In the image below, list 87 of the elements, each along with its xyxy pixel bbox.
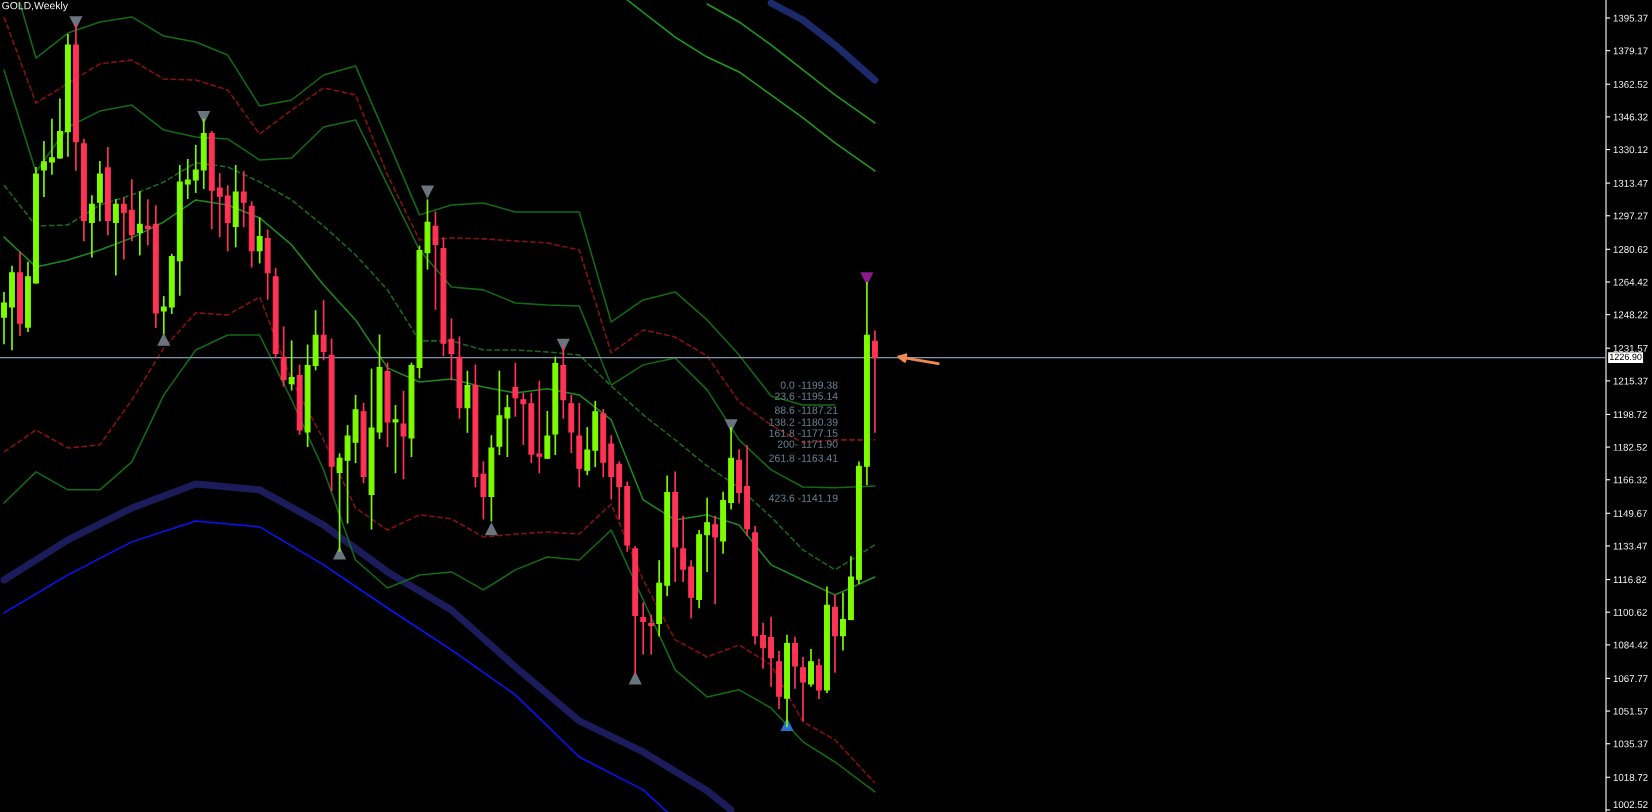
candlestick (160, 296, 167, 335)
y-tick-label: 1100.62 (1613, 608, 1647, 616)
y-tick-label: 1313.47 (1613, 179, 1648, 187)
candlestick (48, 118, 55, 175)
candlestick (616, 461, 623, 520)
candlestick (704, 497, 711, 572)
annotation: 0.0 -1199.38 (780, 381, 838, 389)
annotation: 23.6 -1195.14 (775, 392, 838, 400)
candlestick (320, 300, 327, 361)
candlestick (648, 614, 655, 655)
y-tick-label: 1002.52 (1613, 801, 1648, 809)
candlestick (871, 330, 878, 433)
candlestick (584, 427, 591, 476)
point (628, 671, 642, 685)
y-tick-label: 1166.32 (1613, 476, 1647, 484)
point (420, 185, 435, 199)
y-tick-label: 1149.67 (1613, 510, 1647, 517)
candlestick (712, 515, 719, 605)
y-tick-label: 1051.57 (1613, 707, 1648, 715)
y-tick-label: 1231.57 (1613, 344, 1648, 352)
candlestick (1, 292, 7, 345)
candlestick (640, 602, 647, 655)
annotation: 200- 1171.90 (777, 440, 838, 448)
y-tick-label: 1280.62 (1613, 246, 1648, 253)
candlestick (520, 392, 527, 445)
candlestick (544, 411, 551, 460)
y-tick-label: 1182.52 (1613, 443, 1647, 451)
candlestick (144, 199, 151, 246)
candlestick (432, 211, 439, 310)
point (484, 522, 498, 536)
annotation: 261.8 -1163.41 (769, 454, 838, 462)
candlestick (120, 197, 127, 260)
line-series (3, 520, 668, 812)
y-tick-label: 1346.32 (1613, 113, 1648, 121)
y-tick-label: 1067.77 (1613, 675, 1648, 683)
candlestick (88, 195, 95, 258)
candlestick (800, 656, 806, 722)
y-tick-label: 1264.42 (1613, 278, 1648, 286)
candlestick (184, 159, 191, 199)
candlestick (336, 453, 343, 552)
candlestick (504, 394, 511, 458)
candlestick (288, 340, 295, 391)
annotation: 423.6 -1141.19 (768, 494, 838, 502)
candlestick (536, 380, 543, 474)
y-tick-label: 1116.82 (1613, 576, 1647, 584)
point (332, 546, 347, 560)
y-tick-label: 1084.42 (1613, 641, 1648, 649)
candlestick (464, 370, 471, 433)
candlestick (808, 648, 814, 687)
y-tick-label: 1198.72 (1613, 411, 1647, 419)
candlestick (480, 461, 487, 520)
y-tick-label: 1330.12 (1613, 146, 1648, 154)
line-series (706, 3, 876, 124)
candlestick (216, 173, 223, 238)
y-tick-label: 1379.17 (1613, 47, 1648, 55)
candlestick (768, 616, 774, 687)
point (197, 110, 211, 125)
y-tick-label: 1133.47 (1613, 542, 1647, 550)
ref-line-label: 1226.90 (1609, 353, 1642, 361)
candlestick (136, 191, 143, 256)
candlestick (400, 390, 407, 480)
candlestick (512, 362, 519, 417)
y-tick-label: 1018.72 (1613, 774, 1648, 781)
point (157, 332, 171, 346)
annotation: 138.2 -1180.39 (769, 418, 838, 426)
candlestick (392, 404, 399, 474)
candlestick (448, 318, 455, 381)
candlestick (839, 592, 846, 651)
candlestick (680, 515, 687, 583)
y-tick-label: 1395.37 (1613, 14, 1648, 22)
candlestick (40, 140, 47, 197)
candlestick (256, 217, 263, 264)
line-series (626, 0, 876, 172)
candlestick (112, 199, 119, 276)
candlestick (280, 326, 287, 387)
y-tick-label: 1297.27 (1613, 212, 1648, 220)
y-tick-label: 1035.37 (1613, 740, 1648, 748)
candlestick (192, 144, 199, 193)
annotation: 88.6 -1187.21 (774, 406, 838, 414)
candlestick (760, 622, 767, 669)
y-tick-label: 1215.37 (1613, 377, 1648, 385)
y-tick-label: 1362.52 (1613, 80, 1648, 88)
point (860, 272, 874, 286)
candlestick (792, 636, 798, 689)
candlestick (240, 171, 247, 228)
y-tick-label: 1248.22 (1613, 311, 1648, 319)
chart-title: GOLD,Weekly (2, 1, 69, 12)
